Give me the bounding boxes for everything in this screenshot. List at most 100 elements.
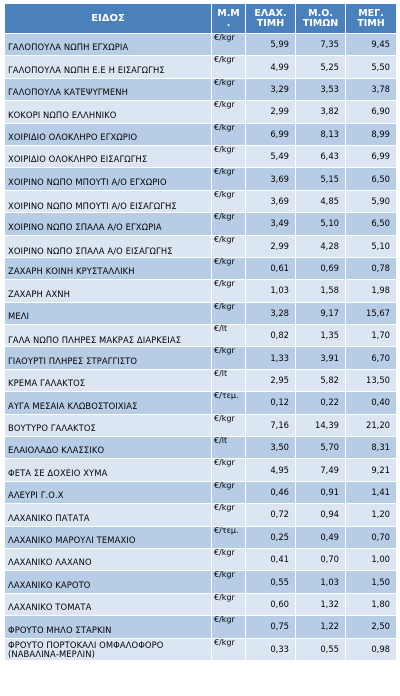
cell-unit: €/kgr bbox=[211, 279, 246, 303]
cell-name: ΕΛΑΙΟΛΑΔΟ ΚΛΑΣΣΙΚΟ bbox=[4, 436, 212, 460]
cell-unit: €/kgr bbox=[211, 189, 246, 214]
cell-unit: €/kgr bbox=[211, 615, 246, 639]
table-row: ΦΡΟΥΤΟ ΠΟΡΤΟΚΑΛΙ ΟΜΦΑΛΟΦΟΡΟ (ΝΑΒΑΛΙΝΑ-ΜΕ… bbox=[4, 637, 397, 661]
table-row: ΕΛΑΙΟΛΑΔΟ ΚΛΑΣΣΙΚΟ €/lt 3,50 5,70 8,31 bbox=[4, 436, 397, 460]
cell-unit: €/lt bbox=[211, 324, 246, 348]
header-avg: Μ.Ο. ΤΙΜΩΝ bbox=[295, 3, 346, 34]
table-row: ΖΑΧΑΡΗ ΑΧΝΗ €/kgr 1,03 1,58 1,98 bbox=[4, 279, 397, 303]
cell-max: 21,20 bbox=[345, 413, 397, 438]
table-row: ΖΑΧΑΡΗ ΚΟΙΝΗ ΚΡΥΣΤΑΛΛΙΚΗ €/kgr 0,61 0,69 0,7… bbox=[4, 256, 397, 281]
cell-name: ΓΑΛΟΠΟΥΛΑ ΝΩΠΗ ΕΓΧΩΡΙΑ bbox=[4, 32, 212, 57]
cell-name: ΧΟΙΡΙΔΙΟ ΟΛΟΚΛΗΡΟ ΕΙΣΑΓΩΓΗΣ bbox=[4, 144, 212, 169]
cell-name: ΑΛΕΥΡΙ Γ.Ο.Χ bbox=[4, 480, 212, 505]
cell-avg: 4,28 bbox=[295, 234, 346, 258]
cell-unit: €/kgr bbox=[211, 100, 246, 124]
cell-max: 1,20 bbox=[345, 503, 397, 527]
cell-min: 0,41 bbox=[245, 547, 296, 572]
cell-name: ΚΡΕΜΑ ΓΑΛΑΚΤΟΣ bbox=[4, 368, 212, 393]
cell-min: 4,99 bbox=[245, 55, 296, 79]
cell-avg: 0,94 bbox=[295, 503, 346, 527]
cell-max: 1,00 bbox=[345, 547, 397, 572]
cell-avg: 8,13 bbox=[295, 122, 346, 146]
cell-unit: €/kgr bbox=[211, 592, 246, 617]
table-row: ΦΡΟΥΤΟ ΜΗΛΟ ΣΤΑΡΚΙΝ €/kgr 0,75 1,22 2,50 bbox=[4, 615, 397, 639]
table-row: ΛΑΧΑΝΙΚΟ ΠΑΤΑΤΑ €/kgr 0,72 0,94 1,20 bbox=[4, 503, 397, 527]
cell-min: 0,61 bbox=[245, 256, 296, 281]
cell-name: ΛΑΧΑΝΙΚΟ ΤΟΜΑΤΑ bbox=[4, 592, 212, 617]
cell-unit: €/kgr bbox=[211, 77, 246, 102]
cell-name: ΧΟΙΡΙΝΟ ΝΩΠΟ ΜΠΟΥΤΙ Α/Ο ΕΙΣΑΓΩΓΗΣ bbox=[4, 189, 212, 214]
cell-max: 3,78 bbox=[345, 77, 397, 102]
cell-avg: 0,69 bbox=[295, 256, 346, 281]
cell-avg: 7,49 bbox=[295, 458, 346, 482]
cell-min: 3,29 bbox=[245, 77, 296, 102]
header-unit: Μ.Μ . bbox=[211, 3, 246, 34]
cell-avg: 1,03 bbox=[295, 570, 346, 594]
cell-avg: 9,17 bbox=[295, 301, 346, 326]
cell-unit: €/kgr bbox=[211, 480, 246, 505]
cell-name: ΦΕΤΑ ΣΕ ΔΟΧΕΙΟ ΧΥΜΑ bbox=[4, 458, 212, 482]
cell-name: ΖΑΧΑΡΗ ΑΧΝΗ bbox=[4, 279, 212, 303]
cell-min: 0,75 bbox=[245, 615, 296, 639]
cell-avg: 7,35 bbox=[295, 32, 346, 57]
cell-avg: 0,55 bbox=[295, 637, 346, 661]
cell-min: 0,72 bbox=[245, 503, 296, 527]
cell-unit: €/kgr bbox=[211, 458, 246, 482]
cell-unit: €/kgr bbox=[211, 167, 246, 191]
cell-min: 0,12 bbox=[245, 391, 296, 415]
cell-name: ΧΟΙΡΙΔΙΟ ΟΛΟΚΛΗΡΟ ΕΓΧΩΡΙΟ bbox=[4, 122, 212, 146]
table-row: ΓΑΛΟΠΟΥΛΑ ΚΑΤΕΨΥΓΜΕΝΗ €/kgr 3,29 3,53 3,78 bbox=[4, 77, 397, 102]
header-max: ΜΕΓ. ΤΙΜΗ bbox=[345, 3, 397, 34]
cell-name: ΒΟΥΤΥΡΟ ΓΑΛΑΚΤΟΣ bbox=[4, 413, 212, 438]
header-min: ΕΛΑΧ. ΤΙΜΗ bbox=[245, 3, 296, 34]
cell-name: ΦΡΟΥΤΟ ΠΟΡΤΟΚΑΛΙ ΟΜΦΑΛΟΦΟΡΟ (ΝΑΒΑΛΙΝΑ-ΜΕ… bbox=[4, 637, 212, 661]
cell-unit: €/lt bbox=[211, 436, 246, 460]
cell-max: 0,70 bbox=[345, 525, 397, 549]
cell-name: ΛΑΧΑΝΙΚΟ ΛΑΧΑΝΟ bbox=[4, 547, 212, 572]
table-row: ΜΕΛΙ €/kgr 3,28 9,17 15,67 bbox=[4, 301, 397, 326]
cell-min: 2,99 bbox=[245, 234, 296, 258]
cell-max: 1,98 bbox=[345, 279, 397, 303]
cell-max: 2,50 bbox=[345, 615, 397, 639]
cell-min: 0,60 bbox=[245, 592, 296, 617]
cell-avg: 5,15 bbox=[295, 167, 346, 191]
cell-avg: 0,22 bbox=[295, 391, 346, 415]
table-row: ΧΟΙΡΙΝΟ ΝΩΠΟ ΣΠΑΛΑ Α/Ο ΕΓΧΩΡΙΑ €/kgr 3,49 5… bbox=[4, 212, 397, 236]
cell-unit: €/kgr bbox=[211, 547, 246, 572]
cell-avg: 1,22 bbox=[295, 615, 346, 639]
cell-avg: 1,32 bbox=[295, 592, 346, 617]
cell-name: ΧΟΙΡΙΝΟ ΝΩΠΟ ΣΠΑΛΑ Α/Ο ΕΙΣΑΓΩΓΗΣ bbox=[4, 234, 212, 258]
cell-avg: 1,35 bbox=[295, 324, 346, 348]
cell-min: 3,69 bbox=[245, 167, 296, 191]
cell-unit: €/kgr bbox=[211, 122, 246, 146]
cell-min: 3,28 bbox=[245, 301, 296, 326]
cell-unit: €/τεμ. bbox=[211, 525, 246, 549]
cell-max: 6,50 bbox=[345, 212, 397, 236]
cell-avg: 3,91 bbox=[295, 346, 346, 370]
cell-avg: 0,91 bbox=[295, 480, 346, 505]
cell-unit: €/kgr bbox=[211, 413, 246, 438]
table-row: ΓΑΛΟΠΟΥΛΑ ΝΩΠΗ ΕΓΧΩΡΙΑ €/kgr 5,99 7,35 9,45 bbox=[4, 32, 397, 57]
cell-min: 3,49 bbox=[245, 212, 296, 236]
table-row: ΚΟΚΟΡΙ ΝΩΠΟ ΕΛΛΗΝΙΚΟ €/kgr 2,99 3,82 6,90 bbox=[4, 100, 397, 124]
price-table-container: ΕΙΔΟΣ Μ.Μ . ΕΛΑΧ. ΤΙΜΗ Μ.Ο. ΤΙΜΩΝ ΜΕΓ. Τ… bbox=[4, 3, 397, 661]
table-row: ΧΟΙΡΙΔΙΟ ΟΛΟΚΛΗΡΟ ΕΙΣΑΓΩΓΗΣ €/kgr 5,49 6,43… bbox=[4, 144, 397, 169]
cell-max: 0,78 bbox=[345, 256, 397, 281]
cell-name: ΧΟΙΡΙΝΟ ΝΩΠΟ ΜΠΟΥΤΙ Α/Ο ΕΓΧΩΡΙΟ bbox=[4, 167, 212, 191]
cell-max: 1,70 bbox=[345, 324, 397, 348]
cell-max: 1,50 bbox=[345, 570, 397, 594]
cell-min: 4,95 bbox=[245, 458, 296, 482]
cell-name: ΑΥΓΑ ΜΕΣΑΙΑ ΚΛΩΒΟΣΤΟΙΧΙΑΣ bbox=[4, 391, 212, 415]
cell-name: ΛΑΧΑΝΙΚΟ ΠΑΤΑΤΑ bbox=[4, 503, 212, 527]
cell-min: 0,33 bbox=[245, 637, 296, 661]
cell-name: ΖΑΧΑΡΗ ΚΟΙΝΗ ΚΡΥΣΤΑΛΛΙΚΗ bbox=[4, 256, 212, 281]
cell-min: 5,99 bbox=[245, 32, 296, 57]
cell-avg: 3,82 bbox=[295, 100, 346, 124]
cell-max: 5,50 bbox=[345, 55, 397, 79]
cell-min: 1,03 bbox=[245, 279, 296, 303]
cell-max: 0,98 bbox=[345, 637, 397, 661]
cell-avg: 5,25 bbox=[295, 55, 346, 79]
cell-max: 6,90 bbox=[345, 100, 397, 124]
table-row: ΓΑΛΟΠΟΥΛΑ ΝΩΠΗ Ε.Ε Η ΕΙΣΑΓΩΓΗΣ €/kgr 4,99 5… bbox=[4, 55, 397, 79]
cell-avg: 5,10 bbox=[295, 212, 346, 236]
